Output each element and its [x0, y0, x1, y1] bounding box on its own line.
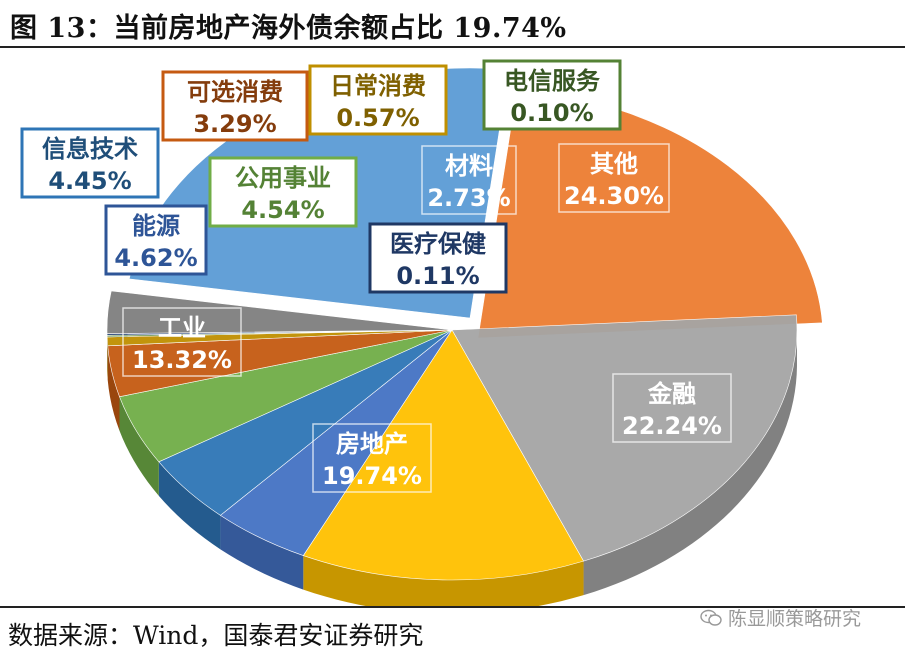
pie-slice-房地产	[451, 314, 798, 562]
watermark-text: 陈显顺策略研究	[728, 608, 862, 630]
label-box-其他	[558, 143, 670, 213]
data-label-name: 工业	[158, 314, 206, 342]
label-box-材料	[421, 145, 517, 215]
data-label-value: 4.62%	[114, 244, 197, 272]
data-label-value: 13.32%	[132, 346, 232, 374]
data-label-value: 3.29%	[193, 110, 276, 138]
data-label-value: 4.54%	[241, 196, 324, 224]
watermark: 陈显顺策略研究	[700, 604, 861, 631]
data-label-value: 0.57%	[336, 104, 419, 132]
data-label-name: 材料	[445, 152, 493, 180]
label-box-电信服务	[482, 59, 622, 131]
label-box-能源	[104, 204, 208, 276]
data-label-name: 能源	[132, 212, 180, 240]
pie-wall-房地产	[583, 332, 797, 596]
pie-wall-日常消费	[107, 336, 108, 380]
wechat-icon	[700, 609, 722, 626]
label-box-金融	[612, 373, 732, 443]
pie-wall-工业	[303, 555, 584, 606]
data-label-value: 0.11%	[396, 262, 479, 290]
label-box-医疗保健	[368, 222, 508, 294]
data-label-value: 19.74%	[322, 462, 422, 490]
label-box-可选消费	[161, 70, 309, 142]
data-label-name: 房地产	[336, 430, 408, 458]
label-box-工业	[122, 307, 242, 377]
data-label-name: 电信服务	[504, 67, 601, 95]
pie-wall-公用事业	[119, 396, 159, 496]
pie-slice-材料	[106, 290, 453, 334]
top-rule	[0, 46, 905, 48]
data-label-value: 2.73%	[427, 184, 510, 212]
chart-title: 图 13：当前房地产海外债余额占比 19.74%	[10, 13, 567, 44]
label-box-公用事业	[208, 156, 358, 228]
bottom-rule	[0, 606, 905, 608]
pie-wall-能源	[220, 515, 304, 590]
data-label-value: 24.30%	[564, 182, 664, 210]
data-label-name: 日常消费	[330, 72, 426, 100]
label-box-信息技术	[20, 127, 160, 199]
pie-chart: 其他 24.30% 金融 22.24% 房地产 19.74% 工业 13.32% 能源 4.62%…	[20, 59, 823, 606]
data-label-value: 22.24%	[622, 412, 722, 440]
data-label-value: 0.10%	[510, 99, 593, 127]
source-note: 数据来源：Wind，国泰君安证券研究	[8, 621, 424, 650]
data-label-value: 4.45%	[48, 167, 131, 195]
data-label-name: 医疗保健	[390, 230, 486, 258]
pie-slice-工业	[302, 329, 585, 581]
data-label-name: 可选消费	[187, 78, 283, 106]
pie-wall-信息技术	[158, 461, 221, 550]
label-box-日常消费	[308, 64, 448, 136]
data-label-name: 其他	[590, 150, 638, 178]
label-box-房地产	[312, 423, 432, 493]
data-label-name: 信息技术	[42, 135, 138, 163]
data-label-name: 金融	[647, 380, 696, 408]
data-label-name: 公用事业	[235, 164, 331, 192]
